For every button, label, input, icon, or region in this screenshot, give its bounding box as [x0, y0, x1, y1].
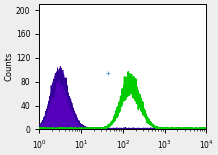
Y-axis label: Counts: Counts [4, 52, 13, 82]
